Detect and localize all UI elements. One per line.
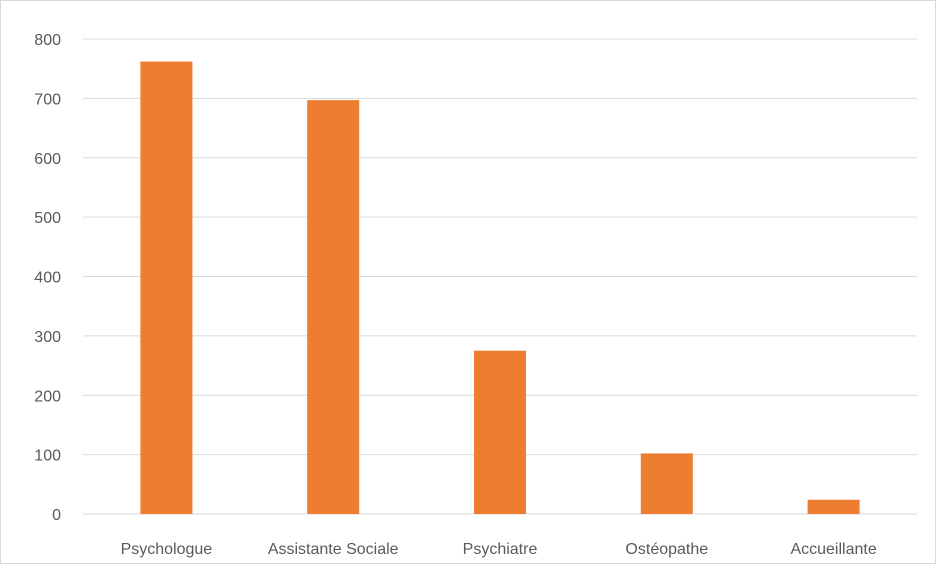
bar (307, 100, 360, 514)
x-axis-labels: Psychologue Assistante Sociale Psychiatre O… (121, 541, 877, 558)
x-category-label: Assistante Sociale (268, 541, 399, 558)
y-tick-label: 400 (34, 270, 61, 287)
y-axis-ticks: 0 100 200 300 400 500 600 700 800 (34, 32, 61, 524)
y-tick-label: 100 (34, 448, 61, 465)
y-tick-label: 500 (34, 210, 61, 227)
y-tick-label: 600 (34, 151, 61, 168)
y-tick-label: 200 (34, 388, 61, 405)
x-category-label: Ostéopathe (625, 541, 708, 558)
y-tick-label: 300 (34, 329, 61, 346)
bars (140, 61, 860, 514)
y-tick-label: 0 (52, 507, 61, 524)
x-category-label: Psychologue (121, 541, 213, 558)
y-tick-label: 700 (34, 91, 61, 108)
x-category-label: Accueillante (790, 541, 876, 558)
bar (140, 61, 193, 514)
bar (640, 453, 693, 514)
bar (807, 499, 860, 514)
y-tick-label: 800 (34, 32, 61, 49)
x-category-label: Psychiatre (463, 541, 538, 558)
bar (474, 350, 526, 514)
gridlines (83, 38, 917, 515)
